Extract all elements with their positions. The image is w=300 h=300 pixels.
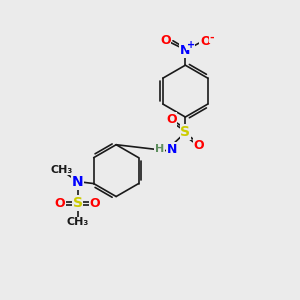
Text: O: O <box>166 113 176 126</box>
Text: O: O <box>200 34 211 48</box>
Text: O: O <box>90 197 101 210</box>
Text: N: N <box>72 175 83 189</box>
Text: -: - <box>209 33 214 43</box>
Text: N: N <box>180 44 190 57</box>
Text: +: + <box>187 40 195 50</box>
Text: O: O <box>55 197 65 210</box>
Text: N: N <box>167 143 177 156</box>
Text: CH₃: CH₃ <box>50 165 72 175</box>
Text: H: H <box>155 144 164 154</box>
Text: S: S <box>73 196 82 210</box>
Text: S: S <box>180 125 190 139</box>
Text: O: O <box>193 139 204 152</box>
Text: O: O <box>160 34 171 47</box>
Text: CH₃: CH₃ <box>66 218 88 227</box>
